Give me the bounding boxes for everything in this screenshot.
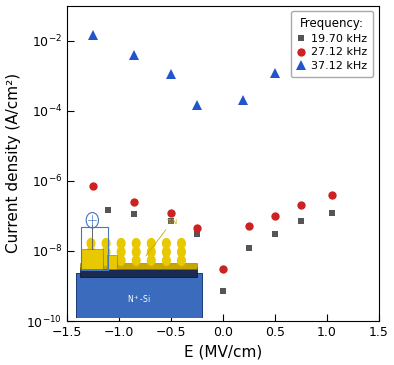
19.70 kHz <box>272 232 277 237</box>
Line: 27.12 kHz: 27.12 kHz <box>89 182 336 273</box>
19.70 kHz <box>298 219 303 223</box>
X-axis label: E (MV/cm): E (MV/cm) <box>184 345 262 360</box>
27.12 kHz <box>272 214 277 218</box>
27.12 kHz <box>220 267 225 272</box>
19.70 kHz <box>329 211 334 215</box>
19.70 kHz <box>194 232 199 237</box>
19.70 kHz <box>106 208 111 212</box>
27.12 kHz <box>91 184 95 188</box>
27.12 kHz <box>298 203 303 208</box>
Y-axis label: Current density (A/cm²): Current density (A/cm²) <box>6 73 20 253</box>
27.12 kHz <box>246 224 251 228</box>
37.12 kHz <box>91 33 95 38</box>
27.12 kHz <box>132 200 137 204</box>
Line: 19.70 kHz: 19.70 kHz <box>105 206 335 295</box>
27.12 kHz <box>194 226 199 230</box>
27.12 kHz <box>168 211 173 215</box>
37.12 kHz <box>168 72 173 76</box>
37.12 kHz <box>298 52 303 57</box>
37.12 kHz <box>272 71 277 75</box>
37.12 kHz <box>194 102 199 107</box>
Legend: 19.70 kHz, 27.12 kHz, 37.12 kHz: 19.70 kHz, 27.12 kHz, 37.12 kHz <box>291 11 373 77</box>
37.12 kHz <box>132 52 137 57</box>
27.12 kHz <box>329 193 334 197</box>
19.70 kHz <box>168 219 173 223</box>
37.12 kHz <box>241 98 246 102</box>
19.70 kHz <box>132 212 137 216</box>
37.12 kHz <box>329 32 334 36</box>
19.70 kHz <box>246 246 251 250</box>
19.70 kHz <box>220 289 225 293</box>
Line: 37.12 kHz: 37.12 kHz <box>88 30 336 109</box>
